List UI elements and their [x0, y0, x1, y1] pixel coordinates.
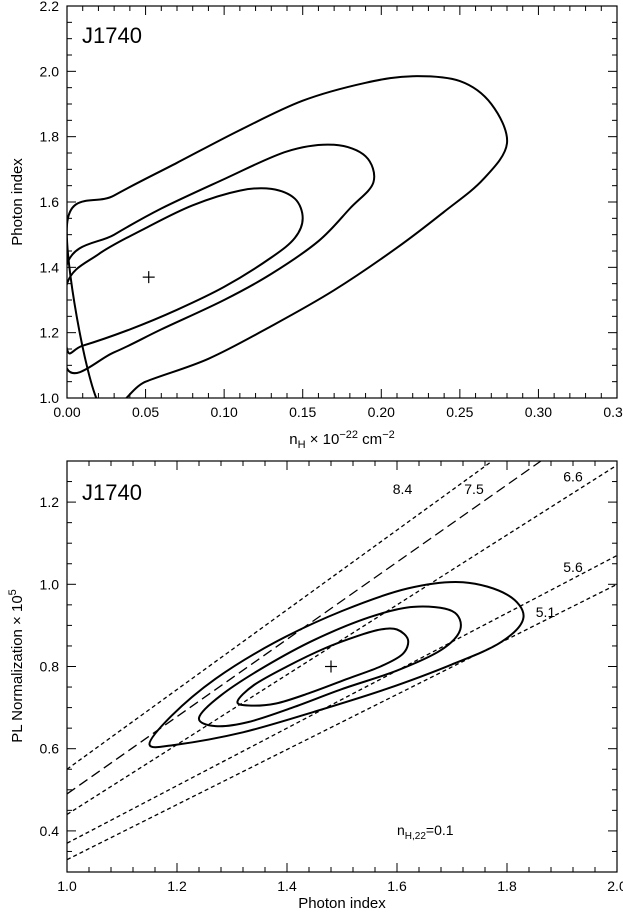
contour-inner — [67, 187, 304, 355]
top-x-tick-label: 0.30 — [525, 404, 552, 420]
bottom-x-tick-label: 1.0 — [57, 878, 77, 894]
contour-outer — [148, 580, 525, 749]
reference-line-5.6 — [67, 554, 617, 844]
reference-line-label: 5.6 — [563, 559, 583, 575]
bottom-y-tick-label: 0.4 — [40, 823, 60, 839]
bottom-x-tick-label: 1.6 — [387, 878, 407, 894]
bottom-y-axis-title: PL Normalization × 105 — [7, 589, 26, 743]
top-y-tick-label: 2.0 — [40, 63, 60, 79]
bottom-x-tick-label: 2.0 — [607, 878, 623, 894]
reference-line-label: 6.6 — [563, 469, 583, 485]
top-best-fit-marker — [142, 271, 155, 284]
bottom-x-tick-label: 1.2 — [167, 878, 187, 894]
reference-line-label: 5.1 — [536, 604, 556, 620]
bottom-contours — [148, 580, 525, 749]
top-x-tick-label: 0.20 — [368, 404, 395, 420]
top-panel: 0.00 0.05 0.10 0.15 0.20 0.25 0.30 0.35 1.0 1.2 1.… — [9, 0, 623, 451]
top-y-tick-label: 2.2 — [40, 0, 60, 14]
top-y-tick-label: 1.0 — [40, 390, 60, 406]
top-x-tick-label: 0.15 — [289, 404, 316, 420]
top-contours — [67, 75, 509, 398]
reference-line-label: 7.5 — [464, 481, 484, 497]
bottom-line-labels: 8.4 7.5 6.6 5.6 5.1 — [393, 469, 583, 621]
reference-line-5.1 — [67, 583, 617, 861]
bottom-ticks: 1.0 1.2 1.4 1.6 1.8 2.0 0.4 0.6 0.8 1.0 1.2 — [40, 460, 623, 894]
bottom-reference-lines — [67, 461, 617, 861]
bottom-best-fit-marker — [325, 660, 337, 673]
top-y-tick-label: 1.2 — [40, 325, 60, 341]
top-ticks: 0.00 0.05 0.10 0.15 0.20 0.25 0.30 0.35 1.0 1.2 1.… — [40, 0, 623, 420]
top-y-tick-label: 1.8 — [40, 129, 60, 145]
top-x-tick-label: 0.10 — [211, 404, 238, 420]
top-x-tick-label: 0.00 — [53, 404, 80, 420]
top-panel-title: J1740 — [82, 23, 142, 48]
contour-middle — [197, 605, 462, 728]
bottom-x-axis-title: Photon index — [298, 895, 386, 912]
reference-line-6.6 — [67, 464, 617, 816]
reference-line-label: 8.4 — [393, 481, 413, 497]
top-x-tick-label: 0.35 — [603, 404, 623, 420]
bottom-plot-frame — [66, 460, 618, 873]
top-y-tick-label: 1.4 — [40, 259, 60, 275]
bottom-panel-title: J1740 — [82, 480, 142, 505]
top-x-axis-title: nH × 10−22 cm−2 — [289, 429, 394, 451]
bottom-annotation: nH,22=0.1 — [397, 822, 454, 842]
bottom-x-tick-label: 1.8 — [497, 878, 517, 894]
bottom-y-tick-label: 0.8 — [40, 659, 60, 675]
contour-inner — [236, 627, 410, 707]
top-x-tick-label: 0.05 — [132, 404, 159, 420]
top-x-tick-label: 0.25 — [446, 404, 473, 420]
top-plot-frame — [66, 5, 618, 399]
contour-middle — [67, 143, 376, 375]
bottom-panel: 1.0 1.2 1.4 1.6 1.8 2.0 0.4 0.6 0.8 1.0 1.2 8.4 7.5… — [7, 460, 623, 912]
bottom-y-tick-label: 1.0 — [40, 576, 60, 592]
bottom-x-tick-label: 1.4 — [277, 878, 297, 894]
reference-line-7.5 — [67, 461, 543, 795]
top-y-tick-label: 1.6 — [40, 194, 60, 210]
contour-outer — [67, 75, 509, 398]
bottom-y-tick-label: 1.2 — [40, 494, 60, 510]
bottom-y-tick-label: 0.6 — [40, 741, 60, 757]
reference-line-8.4 — [67, 461, 494, 770]
top-y-axis-title: Photon index — [9, 158, 26, 246]
